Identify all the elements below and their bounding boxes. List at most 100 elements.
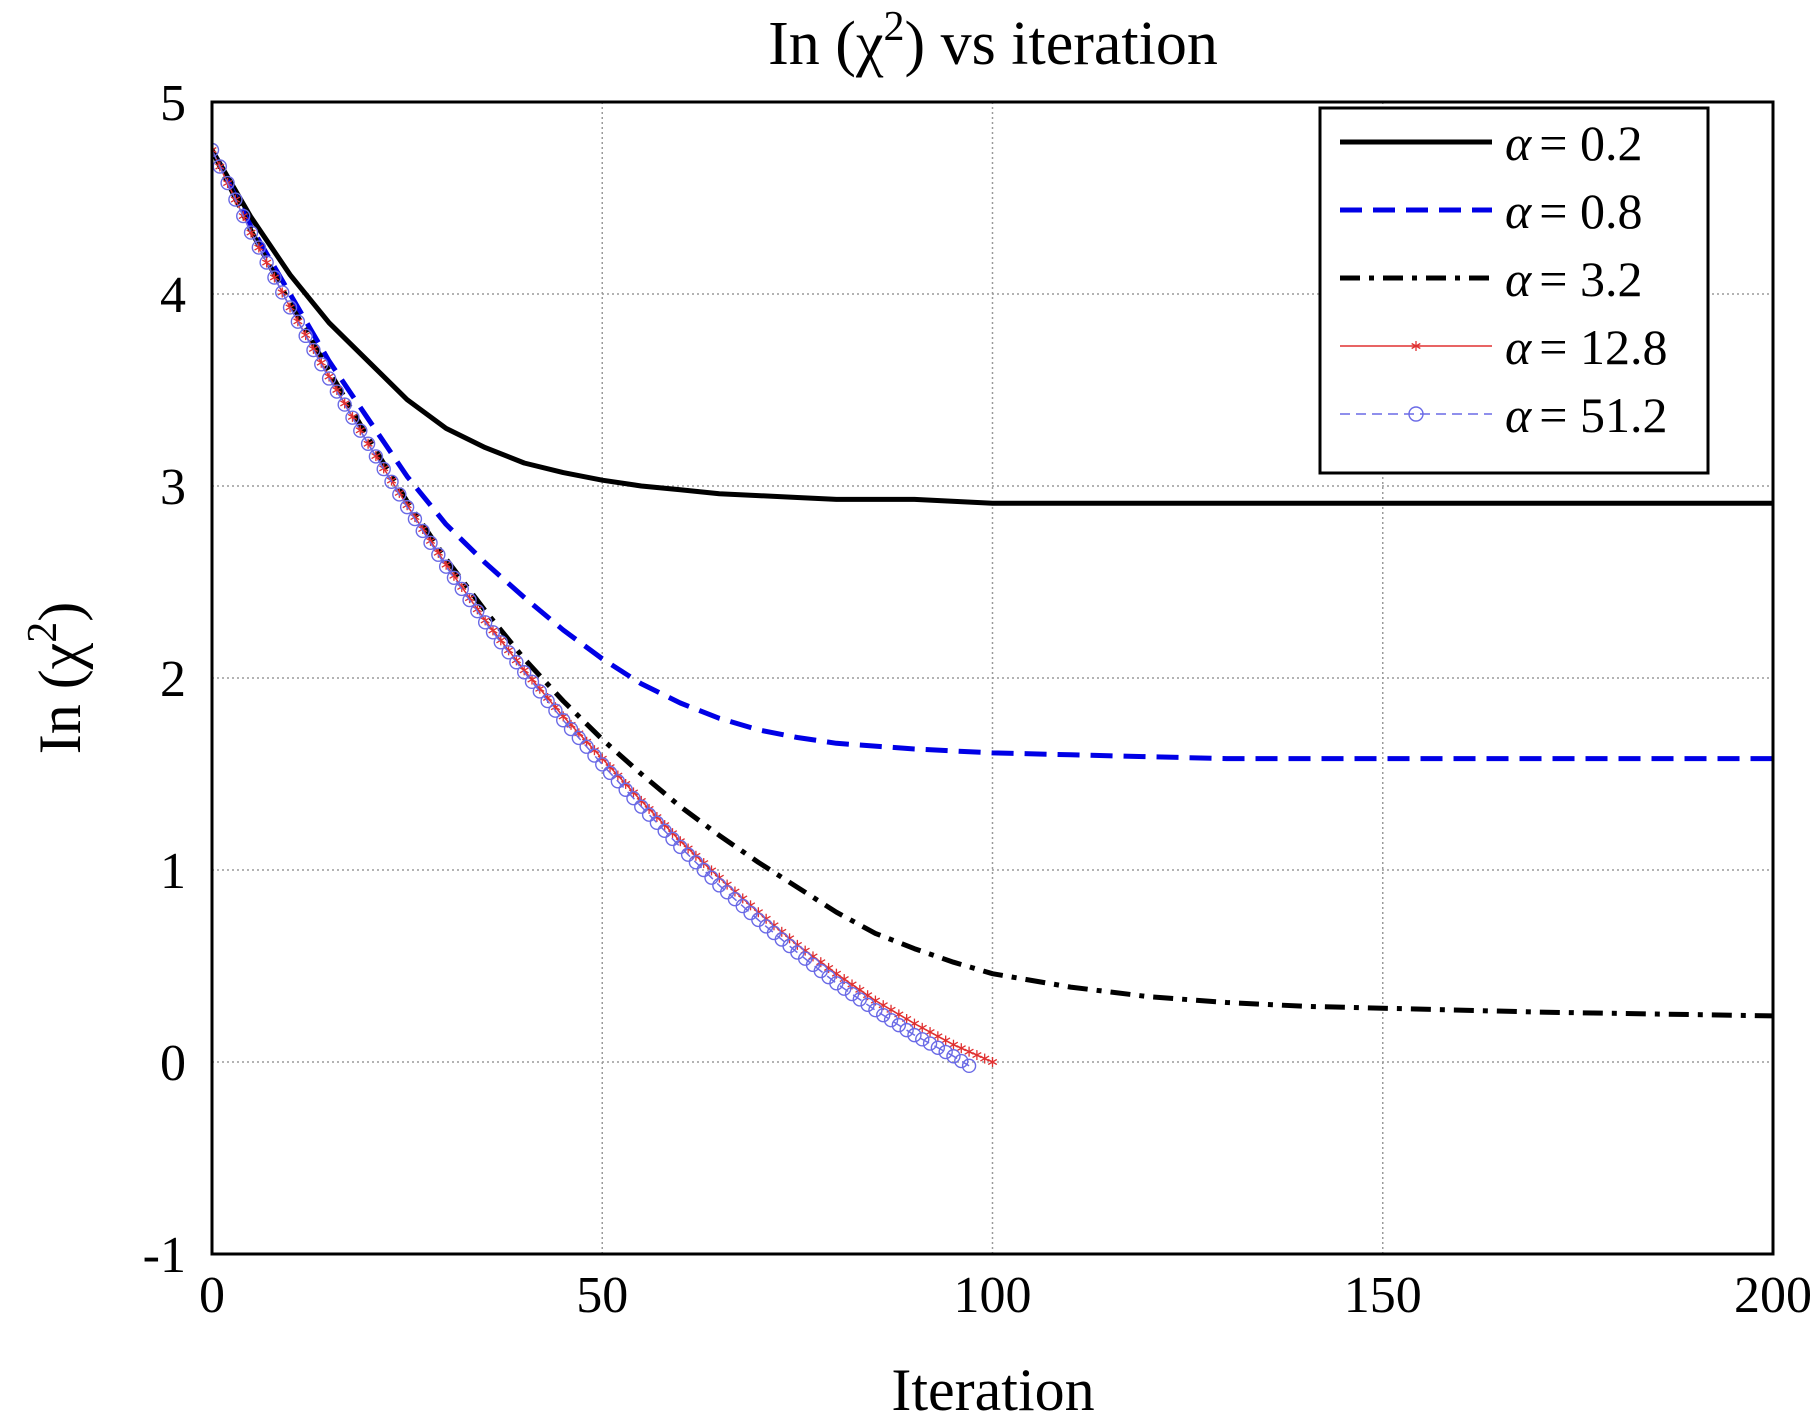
y-tick-label: 5 [160, 75, 186, 132]
data-point [228, 192, 243, 207]
data-point [956, 1043, 966, 1054]
data-point [394, 487, 404, 498]
data-point [987, 1057, 998, 1067]
data-point [433, 547, 444, 558]
data-point [844, 986, 860, 1002]
data-point [581, 736, 592, 747]
data-point [961, 1058, 977, 1074]
data-point [285, 302, 295, 313]
data-point [493, 635, 508, 650]
data-point [595, 757, 610, 772]
data-point [876, 1007, 891, 1023]
data-point [704, 870, 719, 885]
plot-frame [210, 100, 1775, 1256]
data-point [246, 227, 256, 238]
data-point [399, 499, 415, 515]
data-point [220, 175, 235, 191]
data-point [852, 992, 868, 1007]
data-point [980, 1053, 990, 1064]
data-point [579, 739, 594, 754]
data-point [261, 257, 272, 268]
x-tick-label: 0 [199, 1267, 225, 1324]
legend-entry: α = 0.8 [1340, 183, 1642, 239]
data-point [509, 655, 524, 670]
data-point [922, 1036, 938, 1051]
series-line [212, 148, 1773, 506]
data-point [423, 535, 438, 551]
y-tick-label: 2 [160, 651, 186, 708]
data-point [251, 240, 267, 255]
data-point [665, 831, 680, 847]
legend-entry: α = 3.2 [1340, 251, 1642, 307]
data-point [941, 1035, 951, 1046]
data-point [425, 535, 436, 546]
data-point [680, 847, 696, 862]
data-point [275, 285, 290, 300]
data-point [308, 343, 319, 354]
data-point [212, 145, 217, 155]
series-4 [212, 142, 977, 1074]
data-point [282, 300, 298, 315]
data-point [860, 997, 875, 1012]
data-point [519, 665, 529, 676]
data-point [337, 397, 352, 412]
data-point [657, 823, 672, 839]
data-point [415, 523, 430, 539]
legend-label: α = 3.2 [1505, 251, 1642, 307]
data-point [868, 1002, 883, 1018]
data-point [548, 703, 563, 718]
data-point [407, 511, 423, 527]
data-point [259, 255, 274, 270]
legend-label: α = 12.8 [1505, 319, 1667, 375]
data-point [501, 645, 516, 660]
data-point [360, 436, 376, 451]
y-tick-label: 1 [160, 843, 186, 900]
data-point [314, 357, 329, 372]
data-point [925, 1027, 935, 1038]
data-point [480, 615, 490, 626]
data-point [316, 357, 326, 368]
x-tick-label: 50 [576, 1267, 628, 1324]
data-point [696, 862, 711, 878]
data-point [602, 765, 618, 781]
data-point [891, 1017, 907, 1033]
data-point [446, 570, 462, 585]
data-point [485, 625, 501, 640]
data-point [626, 790, 641, 806]
x-axis-label: Iteration [891, 1357, 1094, 1417]
legend-box [1318, 106, 1710, 475]
data-point [462, 592, 477, 608]
data-point [363, 438, 373, 449]
data-point [524, 674, 540, 690]
series-0 [212, 148, 1773, 506]
data-point [938, 1044, 953, 1060]
y-tick-label: 3 [160, 459, 186, 516]
y-tick-label: -1 [143, 1227, 186, 1284]
data-point [532, 684, 548, 699]
data-point [587, 748, 602, 763]
data-point [673, 839, 688, 855]
data-point [418, 524, 428, 535]
data-point [340, 398, 350, 409]
data-point [1411, 341, 1421, 351]
data-point [688, 855, 704, 870]
data-point [930, 1040, 946, 1055]
y-tick-label: 0 [160, 1035, 186, 1092]
data-point [837, 981, 852, 996]
data-point [384, 474, 399, 489]
data-point [243, 225, 259, 240]
data-point [212, 142, 220, 158]
data-point [964, 1046, 974, 1057]
data-point [829, 976, 844, 991]
data-point [649, 815, 665, 830]
data-point [321, 371, 337, 386]
legend-label: α = 0.8 [1505, 183, 1642, 239]
data-point [368, 449, 384, 464]
data-point [954, 1053, 969, 1069]
data-point [438, 559, 454, 574]
data-point [353, 423, 368, 438]
data-point [345, 410, 360, 425]
data-point [899, 1022, 914, 1038]
data-point [290, 314, 306, 329]
